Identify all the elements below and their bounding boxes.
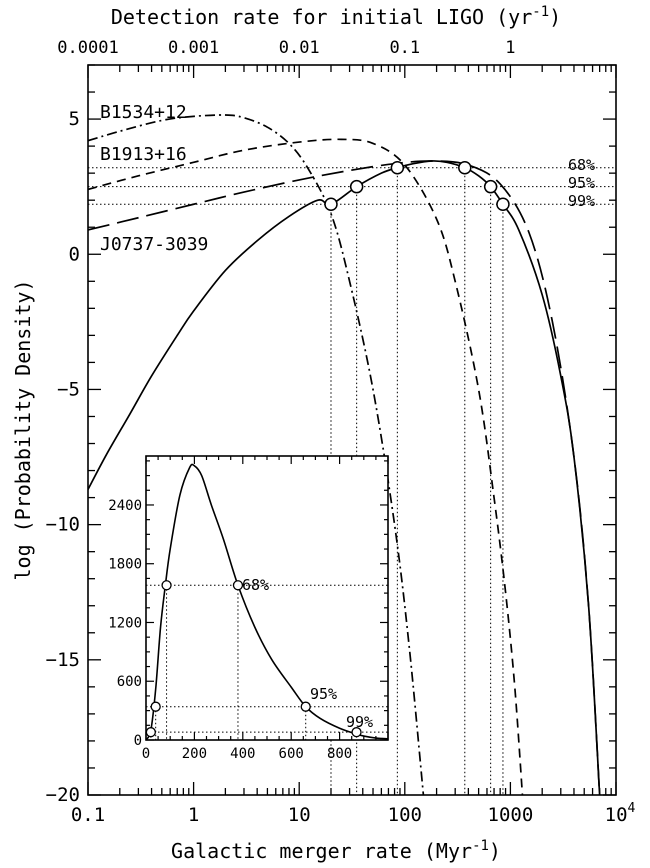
inset-pct-label-99: 99% xyxy=(346,713,373,731)
series-label-b1534: B1534+12 xyxy=(100,102,187,123)
inset-marker-2 xyxy=(161,580,172,591)
y-axis-title: log (Probability Density) xyxy=(11,279,35,580)
inset-y-tick-label-1: 600 xyxy=(117,674,142,690)
inset-x-tick-label-0: 0 xyxy=(142,746,150,762)
marker-5 xyxy=(496,197,510,211)
top-axis-title-text: Detection rate for initial LIGO (yr xyxy=(111,5,532,29)
pct-label-99: 99% xyxy=(568,192,595,210)
series-line-1 xyxy=(88,138,524,795)
series-line-3 xyxy=(88,160,601,795)
inset-y-tick-label-4: 2400 xyxy=(108,498,142,514)
series-label-j0737: J0737-3039 xyxy=(100,234,208,255)
x-axis-title-close: ) xyxy=(489,839,501,863)
inset-marker-1 xyxy=(150,701,161,712)
x-tick-label-5: 104 xyxy=(605,801,636,826)
x-axis-title-text: Galactic merger rate (Myr xyxy=(171,839,472,863)
x-tick-label-sup: 4 xyxy=(628,801,636,816)
inset-marker-0 xyxy=(145,727,156,738)
x-tick-label-4: 1000 xyxy=(488,804,534,826)
x-tick-label-2: 10 xyxy=(288,804,311,826)
y-tick-label-4: −15 xyxy=(46,649,80,671)
y-tick-label-1: 0 xyxy=(69,243,80,265)
pct-label-68: 68% xyxy=(568,156,595,174)
top-tick-label-3: 0.1 xyxy=(389,38,420,58)
top-tick-label-2: 0.01 xyxy=(279,38,320,58)
plot-frame xyxy=(87,64,617,796)
inset-pct-label-68: 68% xyxy=(242,576,269,594)
marker-4 xyxy=(483,179,498,194)
inset-markers xyxy=(145,580,362,738)
top-tick-label-1: 0.001 xyxy=(168,38,219,58)
x-axis-title: Galactic merger rate (Myr-1) xyxy=(171,838,501,863)
x-tick-label-text: 100 xyxy=(388,804,422,826)
inset-x-tick-label-3: 600 xyxy=(279,746,304,762)
main-markers xyxy=(324,160,510,211)
x-tick-label-text: 10 xyxy=(288,804,311,826)
marker-3 xyxy=(458,160,472,175)
series-label-b1913: B1913+16 xyxy=(100,144,187,165)
x-tick-label-text: 1 xyxy=(188,804,199,826)
inset-marker-3 xyxy=(232,580,244,591)
x-tick-label-1: 1 xyxy=(188,804,199,826)
y-tick-label-5: −20 xyxy=(46,784,80,806)
pct-label-95: 95% xyxy=(568,174,595,192)
inset-x-tick-label-1: 200 xyxy=(182,746,207,762)
x-tick-label-text: 10 xyxy=(605,804,628,826)
inset-frame xyxy=(145,455,389,741)
inset-series xyxy=(146,463,388,740)
y-tick-label-3: −10 xyxy=(46,514,80,536)
x-tick-label-3: 100 xyxy=(388,804,422,826)
top-axis-title: Detection rate for initial LIGO (yr-1) xyxy=(111,4,561,29)
inset-marker-4 xyxy=(300,701,311,712)
main-series xyxy=(88,114,601,795)
inset-y-tick-label-0: 0 xyxy=(134,733,142,749)
inset-y-tick-label-2: 1200 xyxy=(108,615,142,631)
inset-grid xyxy=(146,584,388,740)
inset-ticks: 0 200 400 600 800 0 600 1200 1800 2400 xyxy=(108,456,389,762)
inset-x-tick-label-2: 400 xyxy=(230,746,255,762)
inset-curve xyxy=(146,463,388,740)
top-axis-title-close: ) xyxy=(549,5,561,29)
marker-1 xyxy=(349,179,364,194)
marker-2 xyxy=(390,160,405,175)
inset-marker-5 xyxy=(351,727,362,738)
x-tick-label-text: 0.1 xyxy=(71,804,105,826)
top-tick-label-0: 0.0001 xyxy=(57,38,118,58)
inset-x-tick-label-4: 800 xyxy=(327,746,352,762)
marker-0 xyxy=(324,197,338,211)
top-tick-label-4: 1 xyxy=(505,38,515,58)
x-tick-label-text: 1000 xyxy=(488,804,534,826)
series-line-0 xyxy=(88,114,425,795)
inset-pct-label-95: 95% xyxy=(310,685,337,703)
x-tick-label-0: 0.1 xyxy=(71,804,105,826)
inset-y-tick-label-3: 1800 xyxy=(108,557,142,573)
top-axis-title-sup: -1 xyxy=(532,4,549,20)
x-axis-title-sup: -1 xyxy=(472,838,489,854)
y-tick-label-2: −5 xyxy=(57,378,80,400)
y-tick-label-0: 5 xyxy=(69,108,80,130)
